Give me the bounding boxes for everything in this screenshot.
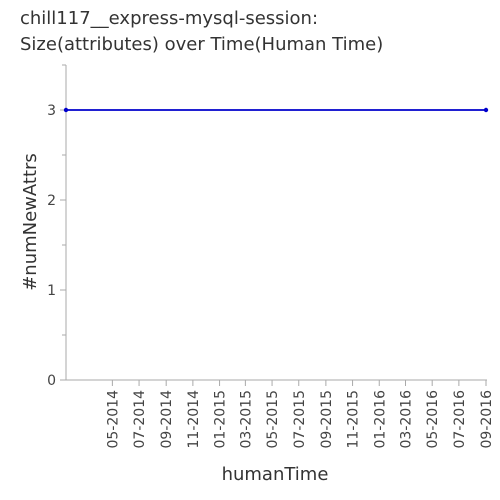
series-layer bbox=[63, 107, 489, 113]
x-tick-label: 03-2015 bbox=[238, 390, 254, 449]
y-tick-label: 3 bbox=[47, 103, 56, 119]
x-tick-label: 05-2015 bbox=[265, 390, 281, 449]
x-tick-label: 03-2016 bbox=[399, 390, 415, 449]
x-tick-label: 05-2016 bbox=[425, 390, 441, 449]
chart-title-line-1: chill117__express-mysql-session: bbox=[20, 8, 318, 29]
y-axis: 0 1 2 3 bbox=[47, 64, 67, 389]
x-axis: 05-2014 07-2014 09-2014 11-2014 01-2015 03-20… bbox=[66, 379, 495, 449]
x-tick-label: 09-2015 bbox=[319, 390, 335, 449]
x-tick-label: 11-2014 bbox=[186, 390, 202, 449]
y-tick-label: 0 bbox=[47, 373, 56, 389]
x-tick-label: 07-2016 bbox=[452, 390, 468, 449]
x-tick-label: 07-2015 bbox=[292, 390, 308, 449]
y-axis-title: #numNewAttrs bbox=[20, 153, 41, 291]
x-tick-label: 11-2015 bbox=[346, 390, 362, 449]
x-tick-label: 01-2015 bbox=[213, 390, 229, 449]
x-tick-label: 09-2014 bbox=[159, 390, 175, 449]
data-point bbox=[63, 107, 69, 113]
x-tick-label: 01-2016 bbox=[372, 390, 388, 449]
x-tick-label: 09-2016 bbox=[479, 390, 495, 449]
data-point bbox=[483, 107, 489, 113]
x-tick-label: 07-2014 bbox=[132, 390, 148, 449]
chart-title-line-2: Size(attributes) over Time(Human Time) bbox=[20, 34, 383, 55]
y-tick-label: 1 bbox=[47, 283, 56, 299]
x-tick-label: 05-2014 bbox=[105, 390, 121, 449]
x-axis-title: humanTime bbox=[222, 464, 329, 485]
y-tick-label: 2 bbox=[47, 193, 56, 209]
